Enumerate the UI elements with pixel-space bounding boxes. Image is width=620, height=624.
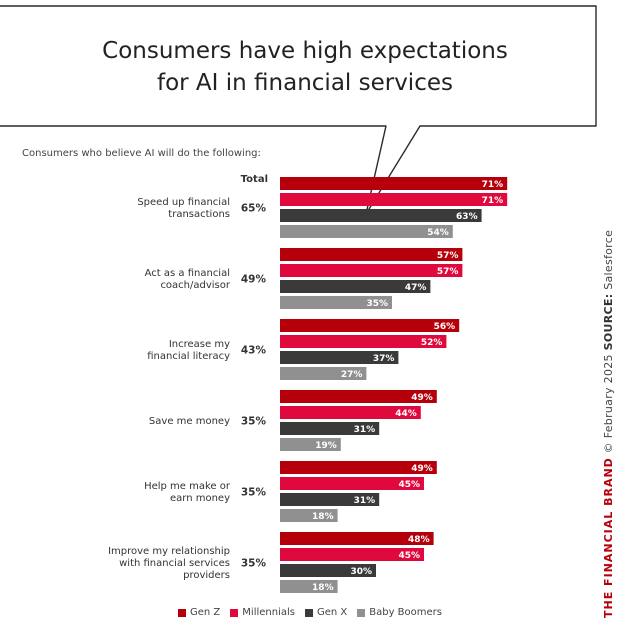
- bar: [280, 493, 380, 506]
- bar: [280, 296, 392, 309]
- data-label: 63%: [456, 212, 478, 222]
- chart-legend: Gen Z Millennials Gen X Baby Boomers: [0, 607, 620, 620]
- legend-item: Millennials: [230, 607, 295, 618]
- bar: [280, 406, 421, 419]
- source-name: Salesforce: [602, 229, 615, 290]
- legend-item: Gen Z: [178, 607, 220, 618]
- credit-date: © February 2025: [602, 354, 615, 454]
- category-label: Improve my relationship: [108, 546, 230, 557]
- data-label: 30%: [350, 567, 372, 577]
- category-label: transactions: [168, 209, 230, 220]
- data-label: 48%: [408, 535, 430, 545]
- bar: [280, 280, 431, 293]
- bar: [280, 264, 463, 277]
- data-label: 27%: [341, 370, 363, 380]
- data-label: 71%: [482, 180, 504, 190]
- bar: [280, 422, 380, 435]
- side-credit: THE FINANCIAL BRAND © February 2025 SOUR…: [602, 230, 615, 618]
- bar: [280, 248, 463, 261]
- total-value: 65%: [241, 203, 267, 215]
- category-label: coach/advisor: [160, 280, 230, 291]
- data-label: 37%: [373, 354, 395, 364]
- data-label: 18%: [312, 512, 334, 522]
- data-label: 49%: [411, 393, 433, 403]
- bar: [280, 193, 508, 206]
- bar: [280, 580, 338, 593]
- legend-label: Millennials: [242, 607, 295, 618]
- legend-label: Gen X: [316, 607, 348, 618]
- data-label: 57%: [437, 251, 459, 261]
- data-label: 35%: [366, 299, 388, 309]
- bar: [280, 209, 482, 222]
- legend-label: Baby Boomers: [369, 607, 442, 618]
- legend-item: Baby Boomers: [357, 607, 442, 618]
- data-label: 45%: [398, 480, 420, 490]
- chart-title-line-1: Consumers have high expectations: [102, 38, 508, 64]
- data-label: 49%: [411, 464, 433, 474]
- data-label: 31%: [354, 425, 376, 435]
- data-label: 44%: [395, 409, 417, 419]
- chart-title-line-2: for AI in financial services: [157, 70, 453, 96]
- chart-subtitle: Consumers who believe AI will do the fol…: [22, 148, 261, 159]
- total-value: 35%: [241, 416, 267, 428]
- bar: [280, 390, 437, 403]
- bar: [280, 509, 338, 522]
- category-label: Help me make or: [144, 481, 231, 492]
- data-label: 57%: [437, 267, 459, 277]
- data-label: 18%: [312, 583, 334, 593]
- legend-swatch: [178, 608, 186, 617]
- source-label: SOURCE:: [602, 293, 615, 351]
- category-label: providers: [183, 570, 230, 581]
- category-label: Act as a financial: [145, 268, 230, 279]
- bar: [280, 177, 508, 190]
- bar: [280, 351, 399, 364]
- legend-swatch: [304, 608, 313, 617]
- legend-swatch: [357, 608, 366, 617]
- category-label: earn money: [170, 493, 230, 504]
- data-label: 56%: [434, 322, 456, 332]
- category-label: Save me money: [149, 416, 230, 427]
- bar: [280, 319, 460, 332]
- data-label: 45%: [398, 551, 420, 561]
- category-label: Speed up financial: [137, 197, 230, 208]
- total-value: 43%: [241, 345, 267, 357]
- total-value: 35%: [241, 558, 267, 570]
- legend-item: Gen X: [304, 607, 348, 618]
- bar: [280, 438, 341, 451]
- category-label: with financial services: [119, 558, 230, 569]
- data-label: 31%: [354, 496, 376, 506]
- data-label: 52%: [421, 338, 443, 348]
- bar: [280, 477, 424, 490]
- bar: [280, 367, 367, 380]
- legend-swatch: [230, 608, 239, 617]
- data-label: 19%: [315, 441, 337, 451]
- bar: [280, 564, 376, 577]
- bar: [280, 548, 424, 561]
- legend-label: Gen Z: [190, 607, 221, 618]
- category-label: Increase my: [169, 339, 230, 350]
- brand-name: THE FINANCIAL BRAND: [602, 457, 615, 618]
- bar: [280, 335, 447, 348]
- bar: [280, 461, 437, 474]
- total-value: 49%: [241, 274, 267, 286]
- data-label: 71%: [482, 196, 504, 206]
- total-value: 35%: [241, 487, 267, 499]
- data-label: 47%: [405, 283, 427, 293]
- bar: [280, 225, 453, 238]
- bar: [280, 532, 434, 545]
- category-label: financial literacy: [147, 351, 230, 362]
- data-label: 54%: [427, 228, 449, 238]
- total-header: Total: [241, 174, 268, 185]
